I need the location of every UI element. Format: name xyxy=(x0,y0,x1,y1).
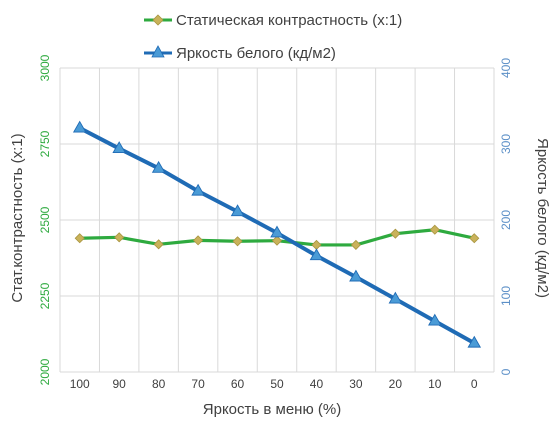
left-tick-label: 3000 xyxy=(38,54,52,81)
right-tick-label: 200 xyxy=(499,210,513,230)
left-tick-label: 2750 xyxy=(38,130,52,157)
data-point-triangle xyxy=(191,183,205,196)
series-group xyxy=(72,120,482,348)
series-brightness xyxy=(72,120,482,348)
right-tick-label: 100 xyxy=(499,286,513,306)
legend: Статическая контрастность (x:1) Яркость … xyxy=(144,12,402,62)
data-point-triangle xyxy=(112,141,126,154)
right-tick-label: 300 xyxy=(499,134,513,154)
left-axis-ticks: 2000 2250 2500 2750 3000 xyxy=(38,54,52,385)
x-tick-label: 0 xyxy=(471,377,478,391)
x-tick-label: 80 xyxy=(152,377,166,391)
legend-triangle-icon xyxy=(151,45,165,58)
x-tick-label: 100 xyxy=(70,377,90,391)
data-point-diamond xyxy=(153,239,164,250)
left-tick-label: 2250 xyxy=(38,282,52,309)
legend-item-brightness: Яркость белого (кд/м2) xyxy=(144,45,336,62)
x-tick-label: 30 xyxy=(349,377,363,391)
legend-label-brightness: Яркость белого (кд/м2) xyxy=(176,45,336,62)
series-contrast xyxy=(74,224,480,250)
right-axis-label: Яркость белого (кд/м2) xyxy=(534,138,551,298)
data-point-triangle xyxy=(388,291,403,304)
data-point-diamond xyxy=(350,239,361,250)
x-tick-label: 20 xyxy=(389,377,403,391)
legend-label-contrast: Статическая контрастность (x:1) xyxy=(176,12,402,29)
x-tick-label: 70 xyxy=(191,377,205,391)
data-point-diamond xyxy=(232,236,243,247)
data-point-diamond xyxy=(271,235,283,246)
left-tick-label: 2500 xyxy=(38,206,52,233)
data-point-triangle xyxy=(428,313,442,326)
data-point-triangle xyxy=(467,335,482,348)
data-point-triangle xyxy=(270,225,284,238)
x-tick-label: 40 xyxy=(310,377,324,391)
x-axis-ticks: 100 90 80 70 60 50 40 30 20 10 0 xyxy=(70,377,478,391)
x-tick-label: 10 xyxy=(428,377,442,391)
data-point-diamond xyxy=(311,239,322,250)
right-tick-label: 0 xyxy=(499,368,513,375)
data-point-diamond xyxy=(429,224,440,235)
left-tick-label: 2000 xyxy=(38,358,52,385)
data-point-diamond xyxy=(469,233,480,244)
right-tick-label: 400 xyxy=(499,58,513,78)
data-point-triangle xyxy=(230,204,245,217)
left-axis-label: Стат.контрастность (x:1) xyxy=(9,133,26,302)
data-point-triangle xyxy=(349,269,363,282)
x-axis-label: Яркость в меню (%) xyxy=(203,401,341,418)
legend-diamond-icon xyxy=(152,14,164,26)
legend-item-contrast: Статическая контрастность (x:1) xyxy=(144,12,402,29)
x-tick-label: 90 xyxy=(113,377,127,391)
data-point-diamond xyxy=(193,235,204,246)
right-axis-ticks: 0 100 200 300 400 xyxy=(499,58,513,376)
data-point-diamond xyxy=(74,233,85,244)
grid xyxy=(59,67,495,373)
data-point-triangle xyxy=(151,160,166,173)
x-tick-label: 50 xyxy=(270,377,284,391)
data-point-diamond xyxy=(114,232,125,243)
x-tick-label: 60 xyxy=(231,377,245,391)
data-point-triangle xyxy=(72,120,87,133)
data-point-diamond xyxy=(390,228,401,239)
data-point-triangle xyxy=(309,248,324,261)
